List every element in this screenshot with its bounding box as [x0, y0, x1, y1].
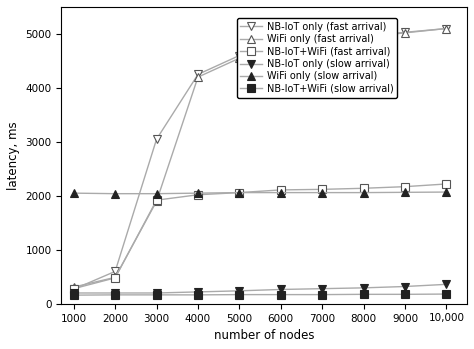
NB-IoT+WiFi (fast arrival): [402, 185, 408, 189]
NB-IoT only (fast arrival): [195, 72, 201, 76]
NB-IoT+WiFi (slow arrival): [278, 292, 283, 297]
NB-IoT+WiFi (slow arrival): [361, 292, 366, 296]
WiFi only (slow arrival): [237, 191, 242, 195]
NB-IoT only (fast arrival): [278, 44, 283, 48]
NB-IoT+WiFi (slow arrival): [444, 292, 449, 296]
NB-IoT only (fast arrival): [237, 53, 242, 58]
WiFi only (slow arrival): [319, 191, 325, 195]
NB-IoT only (fast arrival): [319, 39, 325, 43]
NB-IoT only (slow arrival): [319, 287, 325, 291]
WiFi only (fast arrival): [195, 75, 201, 79]
WiFi only (slow arrival): [71, 191, 77, 195]
Line: NB-IoT+WiFi (slow arrival): NB-IoT+WiFi (slow arrival): [70, 290, 450, 299]
WiFi only (fast arrival): [319, 39, 325, 44]
NB-IoT only (slow arrival): [361, 286, 366, 290]
WiFi only (slow arrival): [278, 191, 283, 195]
NB-IoT only (fast arrival): [402, 30, 408, 35]
NB-IoT only (fast arrival): [71, 287, 77, 291]
WiFi only (slow arrival): [361, 191, 366, 195]
WiFi only (fast arrival): [154, 199, 159, 203]
NB-IoT only (fast arrival): [112, 269, 118, 274]
NB-IoT+WiFi (fast arrival): [195, 193, 201, 197]
X-axis label: number of nodes: number of nodes: [214, 329, 314, 342]
WiFi only (fast arrival): [402, 31, 408, 35]
WiFi only (fast arrival): [444, 27, 449, 31]
NB-IoT only (fast arrival): [361, 35, 366, 39]
NB-IoT+WiFi (slow arrival): [237, 292, 242, 297]
Line: WiFi only (slow arrival): WiFi only (slow arrival): [70, 188, 450, 198]
Line: NB-IoT+WiFi (fast arrival): NB-IoT+WiFi (fast arrival): [70, 180, 450, 292]
NB-IoT only (slow arrival): [402, 284, 408, 289]
Line: NB-IoT only (slow arrival): NB-IoT only (slow arrival): [70, 281, 450, 297]
WiFi only (fast arrival): [237, 56, 242, 60]
NB-IoT+WiFi (fast arrival): [319, 187, 325, 192]
NB-IoT only (fast arrival): [444, 27, 449, 31]
WiFi only (slow arrival): [444, 190, 449, 194]
NB-IoT only (slow arrival): [71, 291, 77, 295]
NB-IoT+WiFi (fast arrival): [237, 191, 242, 195]
NB-IoT+WiFi (fast arrival): [444, 182, 449, 186]
WiFi only (fast arrival): [278, 44, 283, 48]
Line: WiFi only (fast arrival): WiFi only (fast arrival): [70, 25, 450, 291]
Y-axis label: latency, ms: latency, ms: [7, 121, 20, 190]
WiFi only (fast arrival): [361, 35, 366, 39]
NB-IoT+WiFi (slow arrival): [402, 292, 408, 296]
Legend: NB-IoT only (fast arrival), WiFi only (fast arrival), NB-IoT+WiFi (fast arrival): NB-IoT only (fast arrival), WiFi only (f…: [237, 18, 397, 98]
NB-IoT only (slow arrival): [278, 287, 283, 291]
NB-IoT+WiFi (fast arrival): [278, 188, 283, 192]
NB-IoT+WiFi (fast arrival): [112, 276, 118, 280]
NB-IoT+WiFi (slow arrival): [319, 292, 325, 297]
NB-IoT only (slow arrival): [112, 291, 118, 295]
NB-IoT+WiFi (fast arrival): [154, 198, 159, 202]
NB-IoT+WiFi (slow arrival): [112, 293, 118, 297]
NB-IoT only (slow arrival): [195, 290, 201, 294]
NB-IoT+WiFi (fast arrival): [71, 287, 77, 291]
WiFi only (slow arrival): [112, 192, 118, 196]
WiFi only (fast arrival): [71, 285, 77, 289]
WiFi only (fast arrival): [112, 275, 118, 280]
WiFi only (slow arrival): [154, 192, 159, 196]
NB-IoT only (slow arrival): [154, 291, 159, 295]
NB-IoT+WiFi (slow arrival): [154, 293, 159, 297]
NB-IoT only (slow arrival): [237, 289, 242, 293]
NB-IoT+WiFi (fast arrival): [361, 186, 366, 190]
NB-IoT+WiFi (slow arrival): [195, 293, 201, 297]
NB-IoT only (slow arrival): [444, 282, 449, 287]
WiFi only (slow arrival): [402, 190, 408, 194]
NB-IoT+WiFi (slow arrival): [71, 293, 77, 297]
Line: NB-IoT only (fast arrival): NB-IoT only (fast arrival): [70, 25, 450, 293]
WiFi only (slow arrival): [195, 191, 201, 195]
NB-IoT only (fast arrival): [154, 137, 159, 141]
